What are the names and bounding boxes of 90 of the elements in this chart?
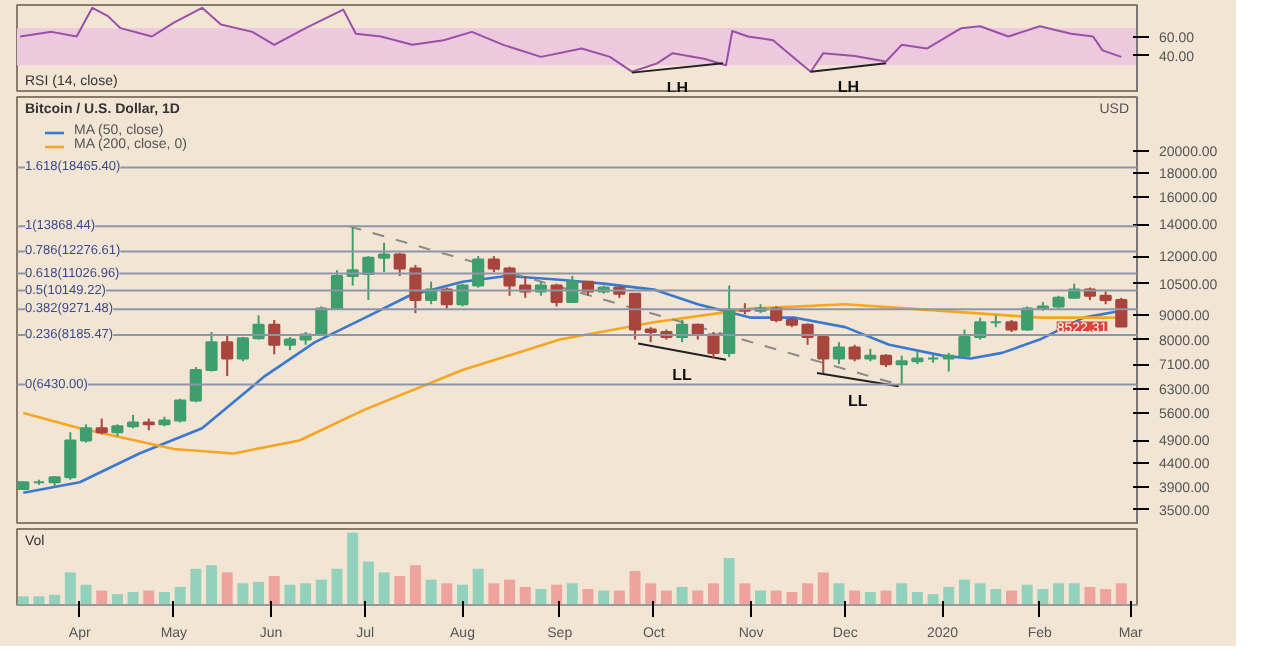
bar [645, 583, 657, 605]
bar [268, 576, 280, 605]
bar [488, 583, 500, 605]
candlestick [64, 431, 77, 481]
bar [253, 581, 265, 605]
bar [221, 572, 233, 605]
bar [802, 583, 814, 605]
bar [1068, 583, 1080, 605]
bar [958, 579, 970, 605]
bar [362, 561, 374, 605]
bar [206, 565, 217, 605]
bar [692, 590, 704, 605]
bar [770, 590, 782, 605]
bar [1037, 589, 1049, 605]
candlestick [817, 336, 830, 375]
bar [880, 590, 892, 605]
bar [1021, 584, 1033, 605]
line-series [19, 6, 1123, 73]
bar [17, 596, 29, 605]
annotation: LH [837, 77, 860, 96]
candlestick [1021, 305, 1034, 332]
candlestick [832, 341, 846, 366]
bar [190, 568, 202, 605]
bar [127, 591, 139, 605]
bar [786, 591, 798, 605]
bar [158, 591, 170, 605]
bar [472, 568, 484, 605]
bar [817, 572, 829, 605]
bar [660, 590, 672, 605]
bar [143, 590, 155, 605]
bar [1100, 589, 1112, 605]
bar [566, 583, 578, 605]
bar [707, 583, 719, 605]
bar [378, 572, 390, 605]
bar [598, 590, 610, 605]
bar [347, 532, 359, 605]
bar [33, 596, 45, 605]
bar [990, 589, 1002, 605]
bar [1053, 583, 1065, 605]
bar [300, 583, 312, 605]
candlestick [1115, 296, 1128, 329]
bar [974, 583, 986, 605]
candlestick [895, 354, 908, 386]
bar [1084, 586, 1096, 605]
bar [911, 591, 923, 605]
bar [582, 589, 594, 605]
bar [739, 583, 751, 605]
bar [551, 584, 563, 605]
bar [1006, 590, 1017, 605]
bar [394, 576, 406, 605]
bar [849, 590, 861, 605]
bar [64, 572, 76, 605]
candlestick [221, 333, 234, 378]
bar [96, 590, 108, 605]
bar [425, 579, 437, 605]
bar [174, 586, 186, 605]
candlestick [236, 336, 249, 363]
bar [613, 590, 625, 605]
candlestick [628, 292, 642, 341]
bar [676, 586, 688, 605]
candlestick [707, 331, 720, 360]
bar [315, 579, 327, 605]
candlestick [79, 423, 93, 444]
bar [755, 590, 767, 605]
bar [833, 583, 845, 605]
bar [864, 591, 876, 605]
bar [896, 583, 908, 605]
bar [504, 579, 516, 605]
bar [535, 589, 547, 605]
bar [457, 584, 468, 605]
bar [1115, 583, 1127, 605]
annotation: LH [666, 78, 689, 97]
bar [943, 586, 955, 605]
bar [723, 557, 735, 605]
bar [519, 586, 531, 605]
bar [441, 583, 453, 605]
bar [237, 583, 249, 605]
bar [111, 594, 123, 605]
candlestick [268, 318, 281, 356]
candlestick [723, 284, 736, 359]
bar [927, 594, 939, 605]
bar [284, 584, 296, 605]
candlestick [377, 241, 391, 274]
candlestick [472, 255, 485, 289]
bar [80, 584, 92, 605]
bar [629, 570, 641, 605]
annotation: LL [672, 365, 693, 384]
candlestick [205, 331, 218, 373]
bar [409, 565, 421, 605]
annotation: LL [848, 392, 868, 411]
